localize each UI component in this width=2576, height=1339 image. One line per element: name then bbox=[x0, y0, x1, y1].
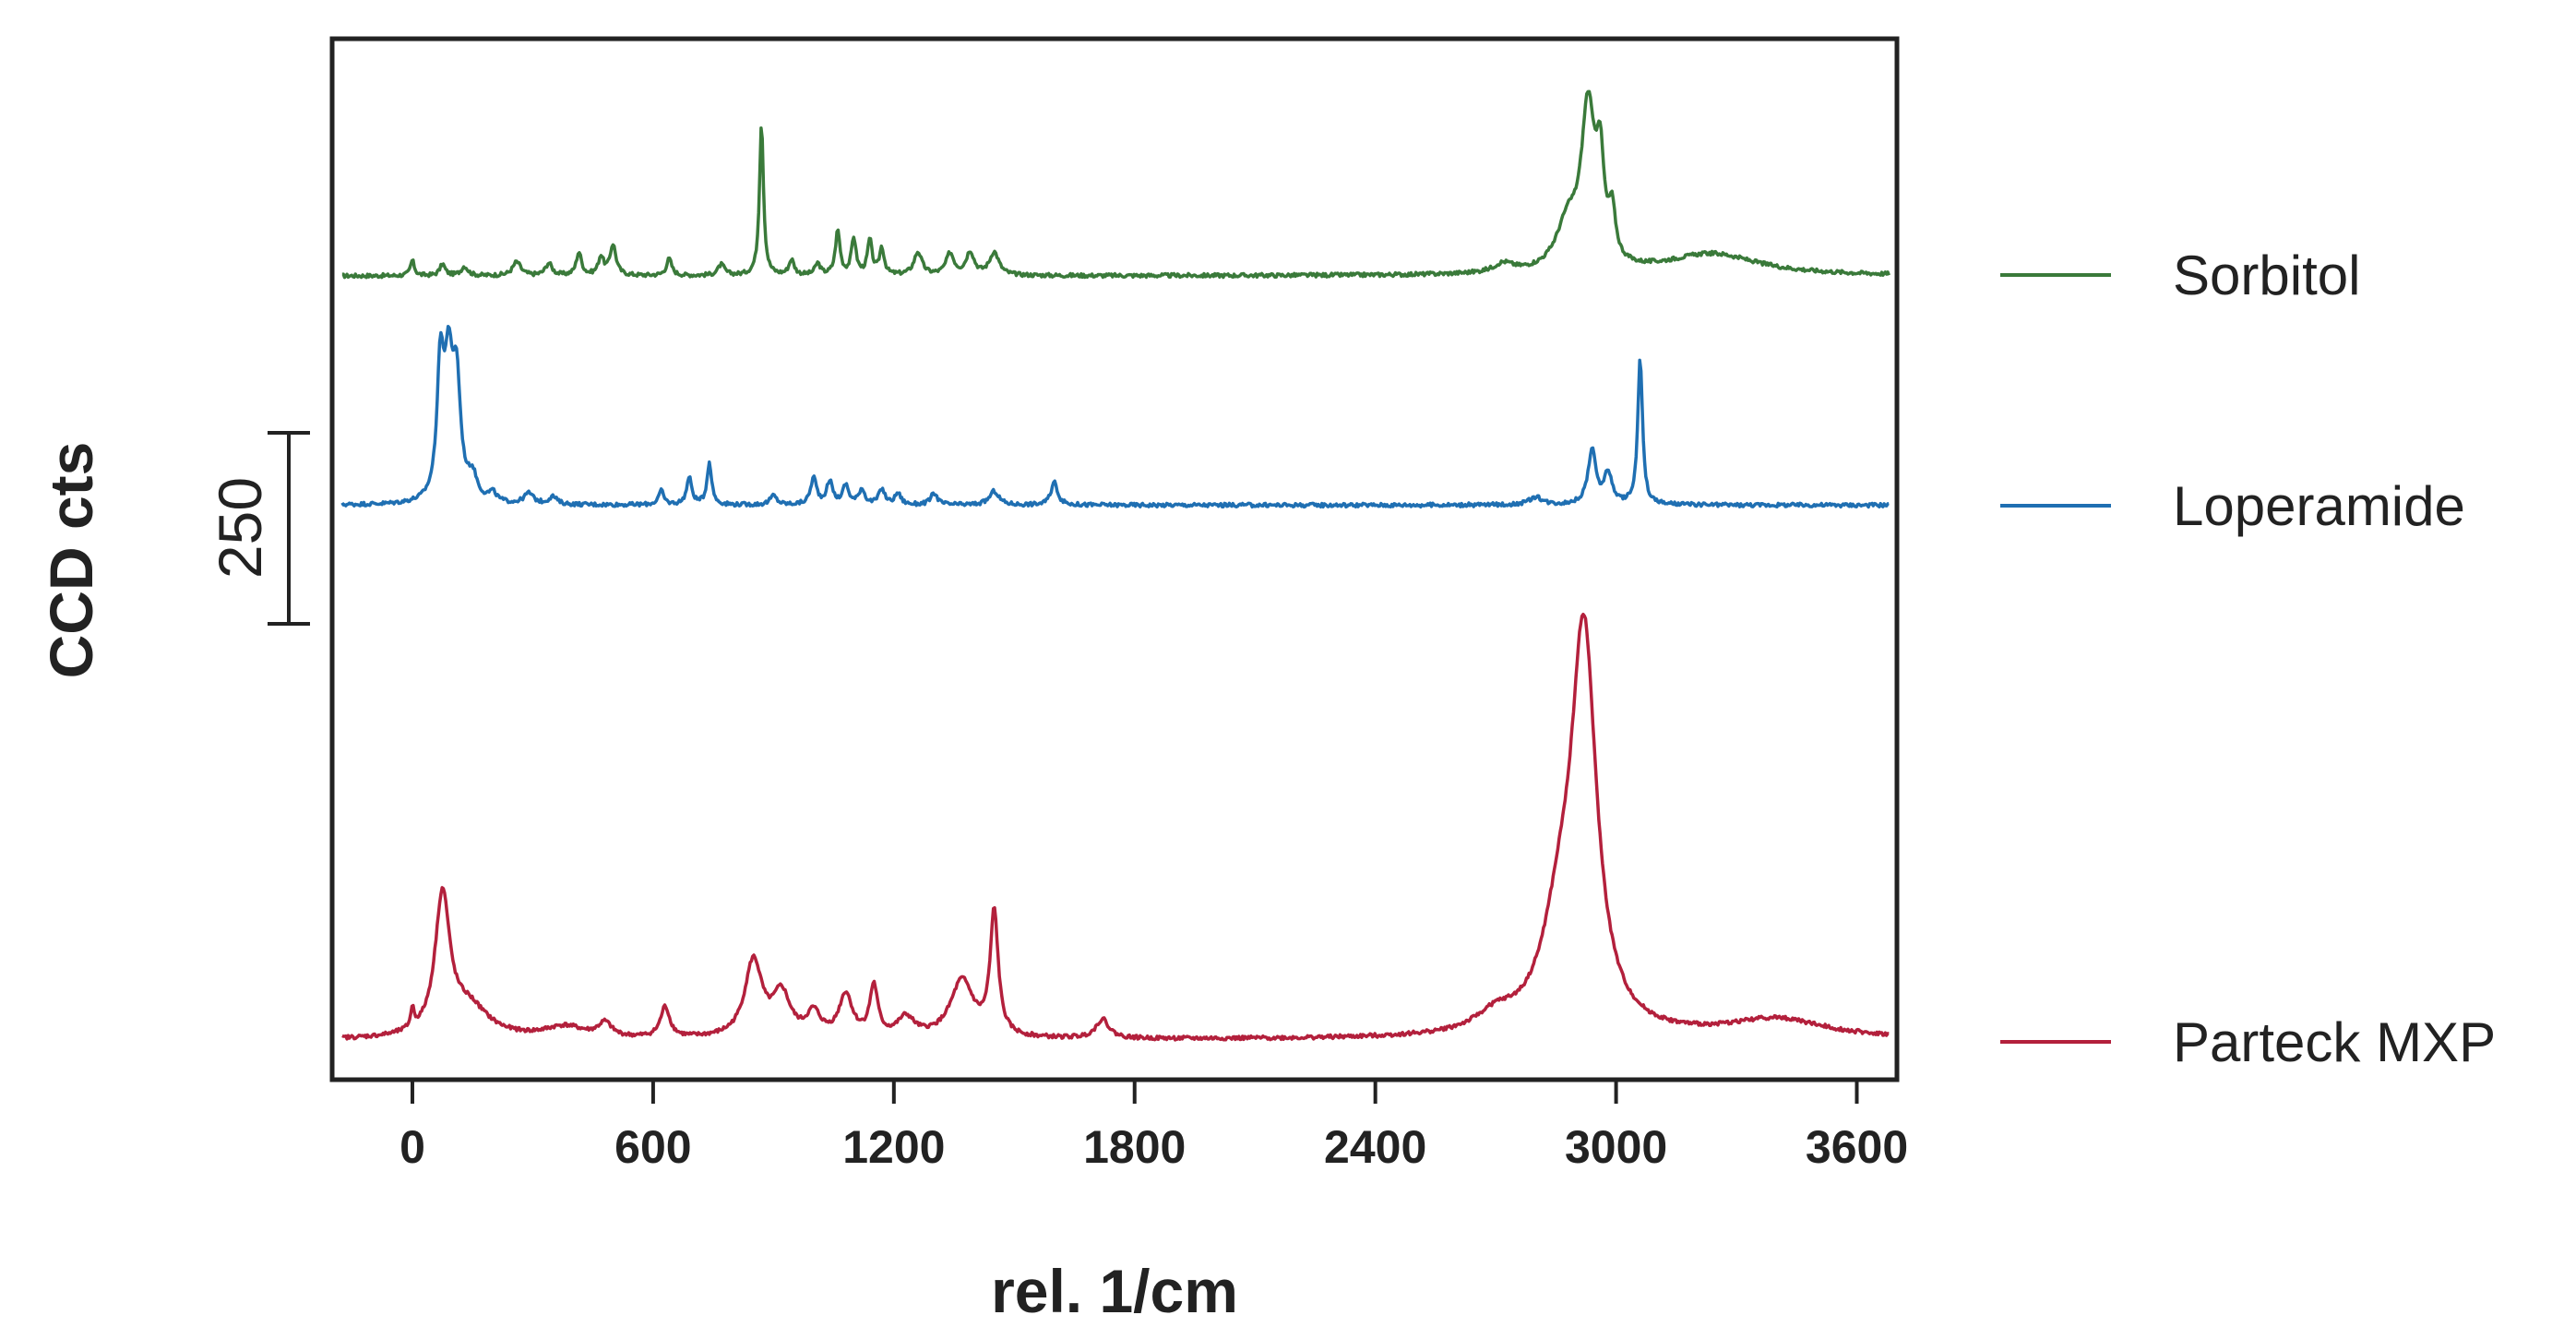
x-tick-label: 2400 bbox=[1324, 1121, 1426, 1173]
series-line-loperamide bbox=[340, 324, 1890, 509]
x-axis-title: rel. 1/cm bbox=[991, 1257, 1238, 1325]
legend-label: Parteck MXP bbox=[2173, 1011, 2496, 1073]
y-axis-title: CCD cts bbox=[37, 442, 105, 679]
scale-bar: 250 bbox=[206, 431, 310, 626]
legend-label: Sorbitol bbox=[2173, 245, 2360, 306]
legend: Sorbitol Loperamide Parteck MXP bbox=[2000, 245, 2496, 1073]
x-tick-label: 1800 bbox=[1083, 1121, 1186, 1173]
x-tick-label: 600 bbox=[614, 1121, 691, 1173]
x-tick-label: 3600 bbox=[1806, 1121, 1908, 1173]
plot-area bbox=[329, 36, 1900, 1082]
x-tick-label: 1200 bbox=[842, 1121, 945, 1173]
x-axis: 0 600 1200 1800 2400 3000 3600 bbox=[400, 1080, 1908, 1173]
plot-frame bbox=[329, 36, 1900, 1082]
scale-bar-label: 250 bbox=[206, 477, 274, 579]
series-layer bbox=[340, 90, 1890, 1042]
series-line-sorbitol bbox=[341, 90, 1890, 280]
series-line-parteck-mxp bbox=[341, 612, 1890, 1042]
x-tick-label: 0 bbox=[400, 1121, 425, 1173]
legend-label: Loperamide bbox=[2173, 475, 2465, 537]
x-tick-label: 3000 bbox=[1565, 1121, 1667, 1173]
